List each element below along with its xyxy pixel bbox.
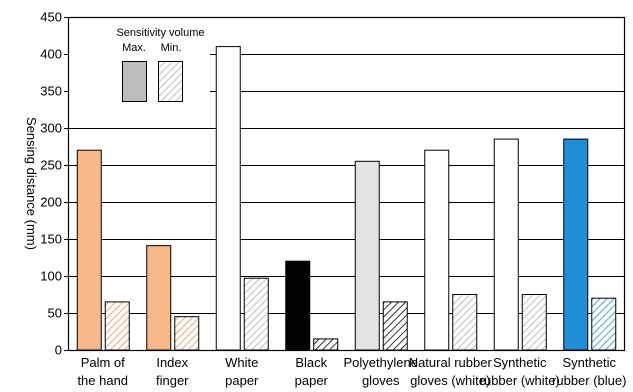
y-tick-label-50: 50 [48, 306, 62, 321]
x-tick-label-4-line-2: paper [295, 373, 329, 388]
legend-max-swatch [122, 61, 147, 102]
bar-min-7 [521, 294, 547, 351]
bar-max-4 [285, 260, 311, 351]
axes: 0 50 100 150 200 250 300 350 400 450 Palm of the ha… [24, 10, 626, 389]
x-tick-label-6-line-1: Natural rubber [409, 355, 493, 370]
bars [76, 46, 617, 351]
x-tick-label-5-line-2: gloves [362, 373, 400, 388]
bar-min-8 [591, 297, 617, 351]
y-tick-label-450: 450 [40, 10, 62, 25]
legend-min-label: Min. [161, 42, 182, 54]
legend-title: Sensitivity volume [116, 27, 204, 39]
x-tick-label-1-line-2: the hand [77, 373, 128, 388]
x-tick-label-8-line-1: Synthetic [563, 355, 617, 370]
x-tick-label-7-line-2: rubber (white) [480, 373, 560, 388]
legend-max-label: Max. [122, 42, 146, 54]
x-tick-label-2-line-1: Index [156, 355, 188, 370]
bar-min-6 [452, 294, 478, 351]
bar-min-5 [382, 301, 408, 351]
x-tick-label-8-line-2: rubber (blue) [552, 373, 626, 388]
y-tick-label-100: 100 [40, 269, 62, 284]
y-tick-label-350: 350 [40, 84, 62, 99]
y-tick-label-400: 400 [40, 47, 62, 62]
bar-max-6 [424, 149, 450, 351]
y-tick-label-0: 0 [55, 343, 62, 358]
x-tick-label-7-line-1: Synthetic [493, 355, 547, 370]
bar-max-8 [563, 138, 589, 351]
y-tick-label-300: 300 [40, 121, 62, 136]
x-tick-label-3-line-1: White [225, 355, 258, 370]
plot-frame [67, 16, 626, 352]
bar-max-3 [215, 46, 241, 351]
x-tick-label-6-line-2: gloves (white) [410, 373, 490, 388]
x-tick-label-4-line-1: Black [295, 355, 327, 370]
bar-max-2 [146, 245, 172, 351]
legend: Sensitivity volume Max. Min. [116, 27, 205, 102]
y-tick-label-200: 200 [40, 195, 62, 210]
legend-min-swatch [158, 61, 183, 102]
x-tick-label-2-line-2: finger [156, 373, 189, 388]
bar-max-1 [76, 149, 102, 351]
y-tick-label-250: 250 [40, 158, 62, 173]
x-tick-label-5-line-1: Polyethylene [344, 355, 418, 370]
bar-max-7 [493, 138, 519, 351]
bar-min-3 [243, 277, 269, 351]
y-axis-label: Sensing distance (mm) [24, 117, 39, 250]
y-tick-label-150: 150 [40, 232, 62, 247]
x-tick-label-3-line-2: paper [225, 373, 259, 388]
bar-min-4 [313, 338, 339, 351]
x-tick-label-1-line-1: Palm of [81, 355, 125, 370]
bar-max-5 [354, 160, 380, 351]
bar-min-1 [104, 301, 130, 351]
bar-min-2 [174, 316, 200, 351]
